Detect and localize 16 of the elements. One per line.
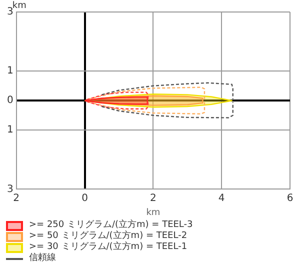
legend-label: >= 250 ミリグラム/(立方m) = TEEL-3 xyxy=(29,220,193,230)
legend-label: 信頼線 xyxy=(29,253,56,264)
y-tick-label: 3 xyxy=(6,6,14,18)
x-tick-label: 0 xyxy=(82,192,88,204)
y-tick-label: 1 xyxy=(6,124,14,136)
x-tick-label: 2 xyxy=(150,192,156,204)
y-tick-label: 0 xyxy=(6,95,14,106)
y-tick-label: 3 xyxy=(6,184,14,195)
legend-label: >= 50 ミリグラム/(立方m) = TEEL-2 xyxy=(29,231,188,242)
y-axis-title: km xyxy=(12,0,26,11)
x-axis-title: km xyxy=(146,208,160,218)
legend-label: >= 30 ミリグラム/(立方m) = TEEL-1 xyxy=(29,242,188,252)
x-tick-label: 4 xyxy=(218,192,225,204)
x-tick-label: 6 xyxy=(286,192,294,204)
x-tick-label: 2 xyxy=(13,192,20,204)
y-tick-label: 1 xyxy=(6,66,14,77)
